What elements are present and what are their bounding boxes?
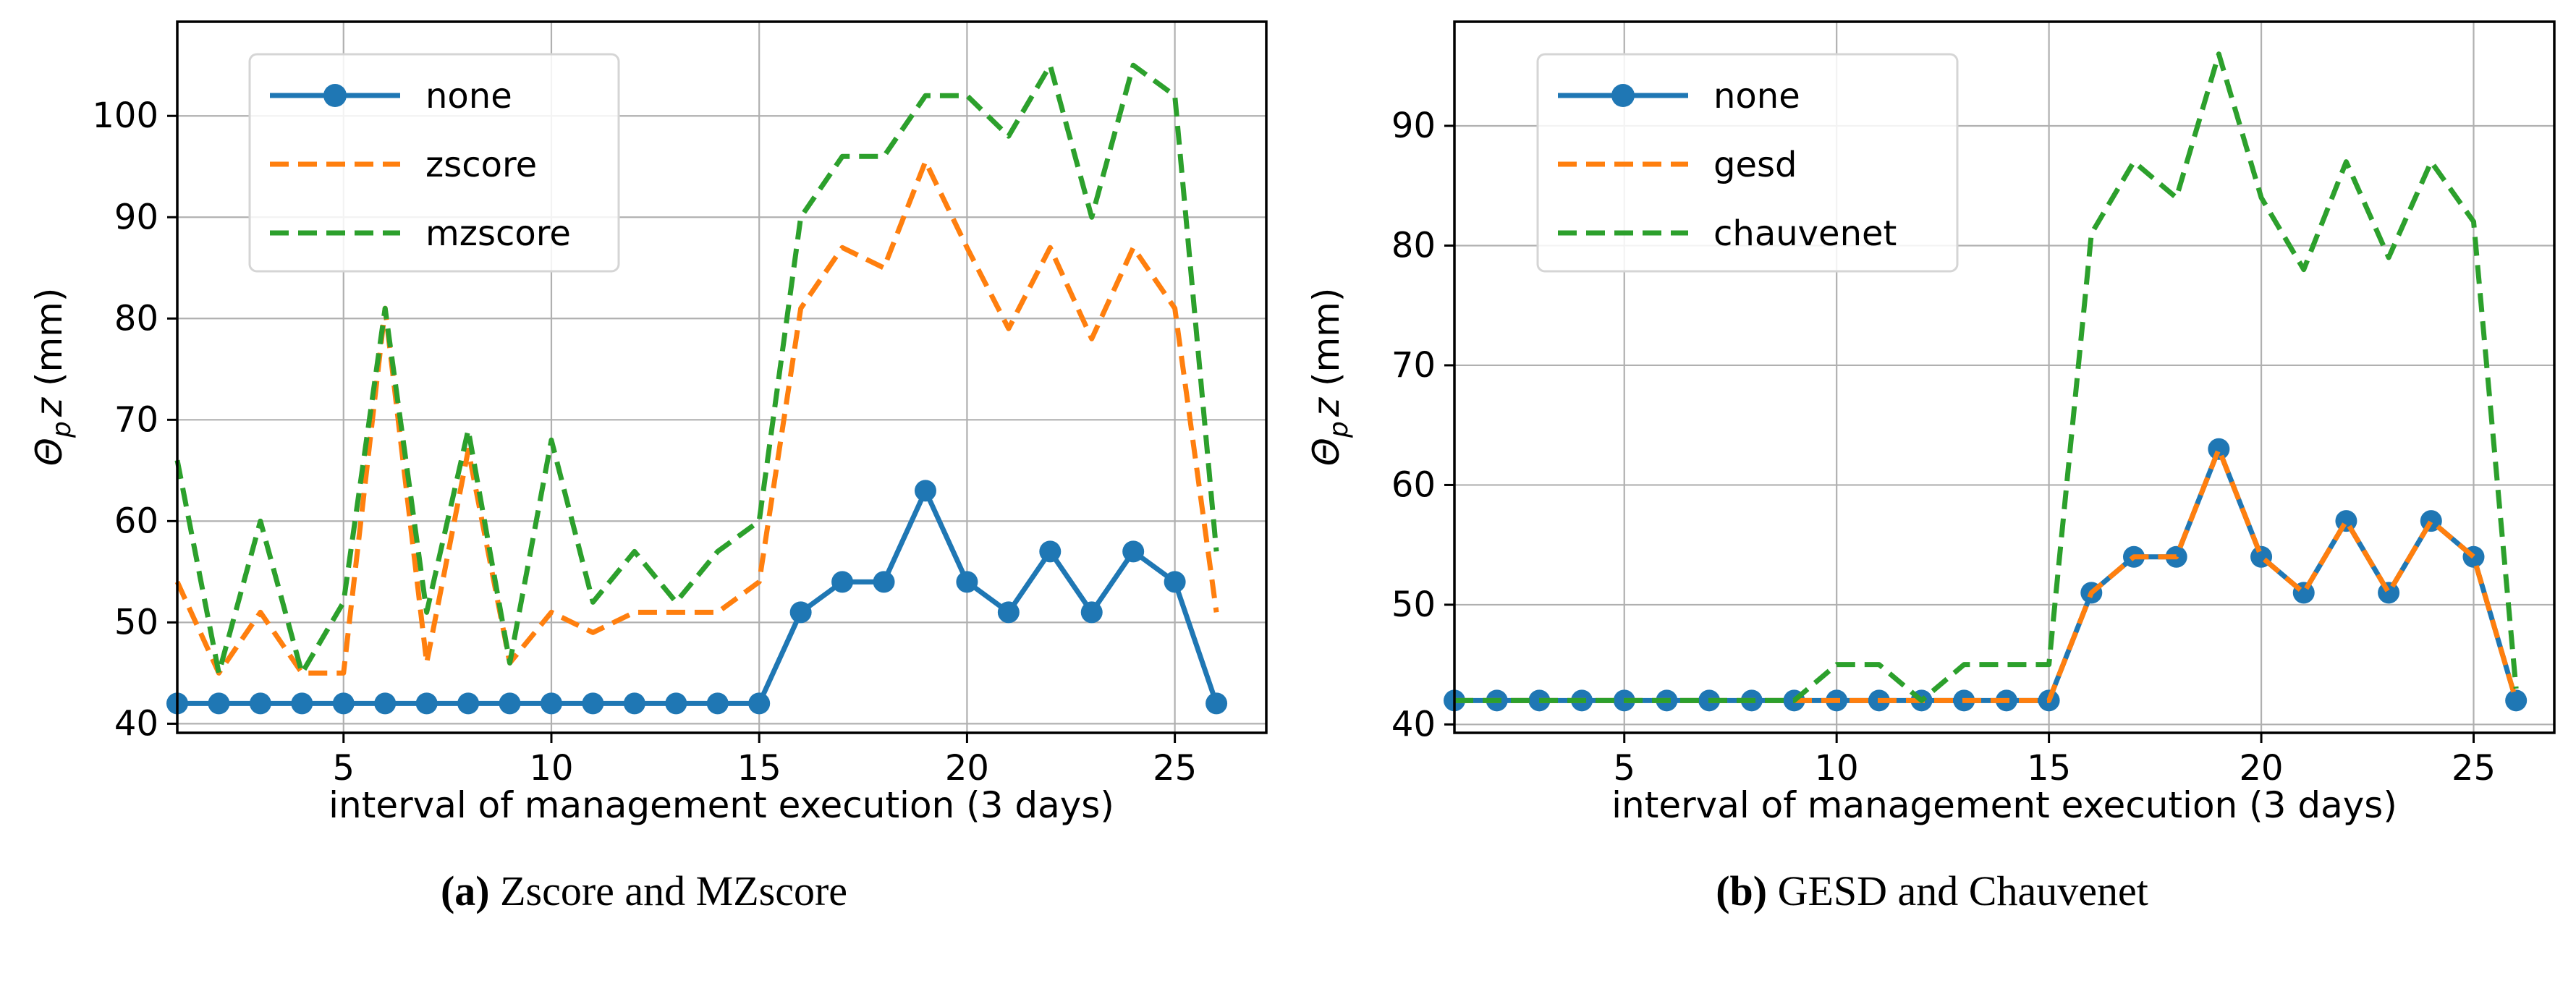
svg-text:20: 20	[945, 748, 989, 789]
legend-item-zscore: zscore	[270, 145, 537, 185]
svg-text:60: 60	[114, 501, 158, 541]
svg-text:90: 90	[1391, 106, 1436, 146]
caption-b-letter: (b)	[1716, 867, 1768, 914]
legend-label: gesd	[1713, 145, 1797, 185]
y-axis-label-a: Θpz (mm)	[28, 288, 77, 467]
svg-text:40: 40	[1391, 704, 1436, 744]
x-axis-label-b: interval of management execution (3 days…	[1611, 784, 2397, 826]
svg-text:80: 80	[1391, 225, 1436, 265]
series-zscore	[174, 158, 1219, 676]
svg-text:10: 10	[529, 748, 573, 789]
svg-text:70: 70	[114, 399, 158, 440]
svg-text:50: 50	[114, 602, 158, 642]
legend-label: none	[425, 76, 512, 116]
legend-marker-none-icon	[323, 84, 347, 107]
svg-text:10: 10	[1815, 748, 1859, 789]
legend-item-none: none	[1558, 76, 1800, 116]
caption-b-text: GESD and Chauvenet	[1767, 867, 2148, 914]
series-mzscore	[174, 62, 1219, 676]
y-axis-label-b: Θpz (mm)	[1305, 288, 1354, 467]
legend-item-chauvenet: chauvenet	[1558, 213, 1897, 254]
legend-item-gesd: gesd	[1558, 145, 1797, 185]
svg-text:90: 90	[114, 197, 158, 237]
svg-text:5: 5	[1613, 748, 1635, 789]
legend-label: mzscore	[425, 213, 571, 254]
legend-a: none zscore mzscore	[248, 53, 620, 273]
legend-marker-none-icon	[1611, 84, 1635, 107]
chart-b: 5 10 15 20 25 40 50 60 70 80 90 interval of manage…	[1305, 20, 2556, 826]
series-layer-a	[166, 62, 1228, 715]
legend-item-mzscore: mzscore	[270, 213, 571, 254]
svg-text:15: 15	[2027, 748, 2071, 789]
caption-b: (b) GESD and Chauvenet	[1288, 867, 2576, 915]
plot-border-b	[1453, 20, 2556, 734]
ticks-a: 5 10 15 20 25 40 50 60 70 80 90 100	[92, 95, 1197, 789]
legend-frame-a	[248, 53, 620, 273]
series-none	[177, 488, 1219, 706]
svg-text:70: 70	[1391, 345, 1436, 386]
legend-frame-b	[1536, 53, 1959, 273]
caption-a-letter: (a)	[440, 867, 490, 914]
chart-panel-b: 5 10 15 20 25 40 50 60 70 80 90 interval of manage…	[1288, 0, 2576, 846]
chart-panel-a: 5 10 15 20 25 40 50 60 70 80 90 100 interval of man…	[0, 0, 1288, 846]
svg-text:100: 100	[92, 95, 158, 136]
svg-text:60: 60	[1391, 464, 1436, 505]
legend-label: zscore	[425, 145, 537, 185]
svg-text:25: 25	[1153, 748, 1197, 789]
series-layer-b	[1444, 51, 2528, 712]
series-chauvenet	[1454, 51, 2519, 703]
legend-label: none	[1713, 76, 1800, 116]
svg-text:25: 25	[2452, 748, 2496, 789]
svg-text:15: 15	[737, 748, 781, 789]
svg-text:20: 20	[2240, 748, 2284, 789]
caption-a: (a) Zscore and MZscore	[0, 867, 1288, 915]
plot-border-a	[176, 20, 1268, 734]
svg-text:40: 40	[114, 703, 158, 744]
svg-text:5: 5	[332, 748, 355, 789]
caption-a-text: Zscore and MZscore	[489, 867, 848, 914]
legend-item-none: none	[270, 76, 512, 116]
chart-a: 5 10 15 20 25 40 50 60 70 80 90 100 interval of man…	[28, 20, 1268, 826]
x-axis-label-a: interval of management execution (3 days…	[329, 784, 1114, 826]
legend-b: none gesd chauvenet	[1536, 53, 1959, 273]
svg-text:80: 80	[114, 298, 158, 339]
svg-text:50: 50	[1391, 585, 1436, 625]
legend-label: chauvenet	[1713, 213, 1897, 254]
ticks-b: 5 10 15 20 25 40 50 60 70 80 90	[1391, 106, 2496, 789]
